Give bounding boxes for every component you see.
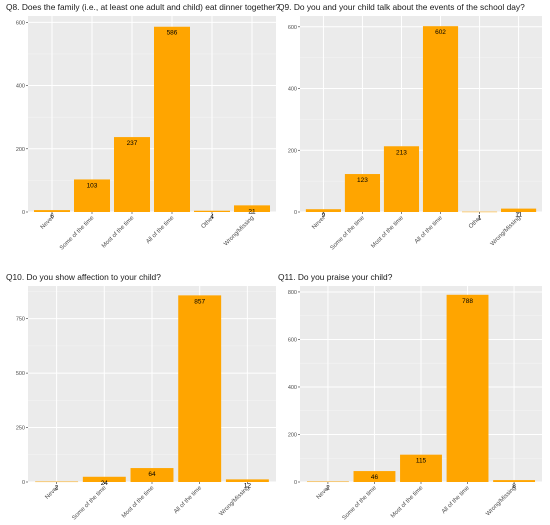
chart-title-q9: Q9. Do you and your child talk about the… bbox=[278, 2, 525, 12]
bar-value-label: 12 bbox=[244, 482, 252, 489]
y-tick-label: 0 bbox=[22, 210, 25, 216]
bar-some-of-the-time bbox=[74, 179, 110, 212]
chart-panel-q8: Q8. Does the family (i.e., at least one … bbox=[6, 2, 281, 254]
bar-some-of-the-time bbox=[353, 471, 396, 482]
bar-value-label: 11 bbox=[515, 212, 522, 219]
bar-value-label: 213 bbox=[396, 149, 407, 156]
y-tick-label: 600 bbox=[288, 25, 297, 31]
bar-never bbox=[35, 481, 79, 483]
y-tick-label: 600 bbox=[16, 20, 25, 26]
x-tick-label: Wrong/Missing bbox=[223, 215, 255, 247]
bar-wrong-missing bbox=[225, 479, 269, 482]
x-tick-label: Some of the time bbox=[59, 215, 96, 252]
x-tick-label: Other bbox=[201, 215, 216, 230]
bar-all-of-the-time bbox=[446, 294, 489, 482]
bar-value-label: 788 bbox=[462, 298, 473, 305]
chart-panel-q10: Q10. Do you show affection to your child… bbox=[6, 272, 278, 524]
x-tick-label: All of the time bbox=[173, 485, 203, 515]
y-tick-label: 750 bbox=[16, 317, 25, 323]
bar-value-label: 1 bbox=[478, 215, 482, 222]
y-tick-label: 0 bbox=[22, 480, 25, 486]
plot-panel bbox=[300, 16, 542, 212]
bar-value-label: 115 bbox=[416, 458, 427, 465]
bar-most-of-the-time bbox=[130, 468, 174, 482]
bar-other bbox=[194, 210, 230, 212]
x-tick-label: Some of the time bbox=[71, 485, 108, 522]
y-tick-label: 0 bbox=[294, 210, 297, 216]
bar-value-label: 2 bbox=[55, 485, 59, 492]
y-tick-label: 400 bbox=[288, 87, 297, 93]
x-tick-label: Most of the time bbox=[370, 215, 405, 250]
y-tick-label: 200 bbox=[288, 148, 297, 154]
bar-some-of-the-time bbox=[344, 174, 381, 212]
y-tick-label: 400 bbox=[288, 385, 297, 391]
x-tick-label: All of the time bbox=[441, 485, 471, 515]
x-tick-label: Never bbox=[311, 215, 327, 231]
chart-panel-q9: Q9. Do you and your child talk about the… bbox=[278, 2, 550, 254]
bar-some-of-the-time bbox=[82, 476, 126, 482]
bar-value-label: 123 bbox=[357, 177, 368, 184]
x-tick-label: Never bbox=[44, 485, 60, 501]
x-tick-label: Most of the time bbox=[390, 485, 425, 520]
y-tick-label: 200 bbox=[16, 147, 25, 153]
plot-panel bbox=[28, 16, 276, 212]
x-tick-label: Wrong/Missing bbox=[490, 215, 522, 247]
bar-value-label: 6 bbox=[50, 213, 54, 220]
bar-wrong-missing bbox=[493, 480, 536, 482]
y-tick-label: 250 bbox=[16, 426, 25, 432]
x-tick-label: Some of the time bbox=[330, 215, 367, 252]
bar-all-of-the-time bbox=[422, 26, 459, 213]
y-tick-label: 200 bbox=[288, 432, 297, 438]
bar-value-label: 21 bbox=[248, 208, 256, 215]
bar-value-label: 602 bbox=[435, 29, 446, 36]
chart-title-q8: Q8. Does the family (i.e., at least one … bbox=[6, 2, 281, 12]
bar-wrong-missing bbox=[501, 208, 537, 212]
x-tick-label: Other bbox=[468, 215, 483, 230]
bar-all-of-the-time bbox=[154, 26, 190, 213]
y-tick-label: 0 bbox=[294, 480, 297, 486]
y-tick-label: 800 bbox=[288, 290, 297, 296]
y-tick-label: 400 bbox=[16, 84, 25, 90]
bar-most-of-the-time bbox=[400, 454, 442, 482]
bar-most-of-the-time bbox=[383, 146, 420, 212]
bar-value-label: 4 bbox=[210, 214, 214, 221]
bar-value-label: 8 bbox=[512, 483, 516, 490]
bar-most-of-the-time bbox=[114, 137, 150, 212]
bar-all-of-the-time bbox=[178, 295, 222, 482]
y-tick-label: 600 bbox=[288, 337, 297, 343]
x-tick-label: Some of the time bbox=[342, 485, 379, 522]
bar-value-label: 237 bbox=[127, 140, 138, 147]
bar-value-label: 857 bbox=[194, 298, 205, 305]
x-tick-label: Most of the time bbox=[121, 485, 156, 520]
bar-never bbox=[34, 210, 70, 212]
bar-value-label: 9 bbox=[322, 212, 326, 219]
bar-wrong-missing bbox=[234, 205, 270, 212]
x-tick-label: All of the time bbox=[414, 215, 444, 245]
bar-value-label: 586 bbox=[167, 30, 178, 37]
chart-title-q11: Q11. Do you praise your child? bbox=[278, 272, 393, 282]
x-tick-label: Most of the time bbox=[101, 215, 136, 250]
x-tick-label: Wrong/Missing bbox=[219, 485, 251, 517]
x-tick-label: All of the time bbox=[145, 215, 175, 245]
bar-value-label: 64 bbox=[148, 471, 156, 478]
bar-other bbox=[461, 211, 498, 213]
x-tick-label: Never bbox=[40, 215, 56, 231]
bar-value-label: 2 bbox=[326, 485, 330, 492]
chart-panel-q11: Q11. Do you praise your child? 0 200 400 60… bbox=[278, 272, 550, 524]
x-tick-label: Wrong/Missing bbox=[485, 485, 517, 517]
x-tick-label: Never bbox=[316, 485, 332, 501]
chart-title-q10: Q10. Do you show affection to your child… bbox=[6, 272, 161, 282]
bar-value-label: 103 bbox=[87, 182, 98, 189]
bar-never bbox=[306, 481, 349, 483]
bar-value-label: 46 bbox=[371, 474, 379, 481]
bar-never bbox=[305, 209, 341, 212]
y-tick-label: 500 bbox=[16, 371, 25, 377]
